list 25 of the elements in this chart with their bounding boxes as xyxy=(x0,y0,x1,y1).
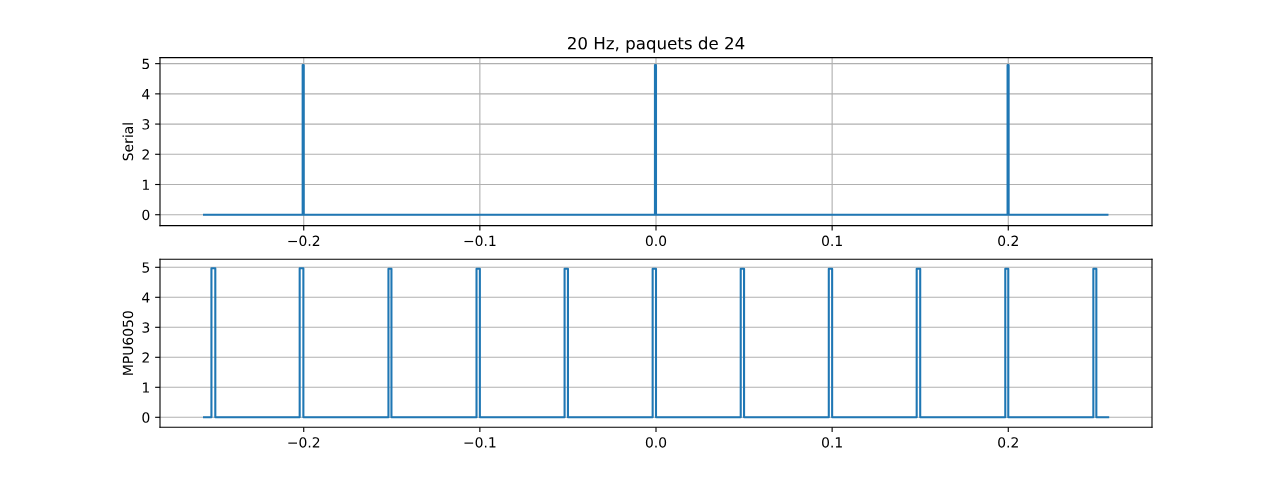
y-tick-label: 1 xyxy=(142,382,149,393)
x-tick-label: 0.0 xyxy=(645,235,667,247)
y-tick-label: 0 xyxy=(142,209,150,221)
x-tick-label: 0.0 xyxy=(645,437,667,448)
y-tick-label: 1 xyxy=(142,179,149,190)
y-tick-label: 2 xyxy=(142,149,149,160)
y-tick-label: 5 xyxy=(142,262,150,273)
x-tick-label: −0.2 xyxy=(288,437,320,448)
x-tick-label: −0.1 xyxy=(464,235,496,247)
x-tick-label: 0.1 xyxy=(822,437,842,448)
x-tick-label: 0.1 xyxy=(822,235,842,247)
y-tick-label: 4 xyxy=(142,89,150,100)
x-tick-label: 0.2 xyxy=(998,437,1018,448)
y-axis-title: Serial xyxy=(122,123,134,161)
y-tick-label: 4 xyxy=(142,292,150,303)
x-tick-label: −0.2 xyxy=(288,235,320,247)
y-tick-label: 2 xyxy=(142,352,149,363)
chart-title: 20 Hz, paquets de 24 xyxy=(568,36,745,53)
x-tick-label: −0.1 xyxy=(464,437,496,448)
x-tick-label: 0.2 xyxy=(998,235,1018,247)
y-axis-title: MPU6050 xyxy=(122,311,134,375)
y-tick-label: 3 xyxy=(142,322,150,333)
y-tick-label: 0 xyxy=(142,412,150,423)
y-tick-label: 3 xyxy=(142,119,150,130)
y-tick-label: 5 xyxy=(142,58,150,70)
